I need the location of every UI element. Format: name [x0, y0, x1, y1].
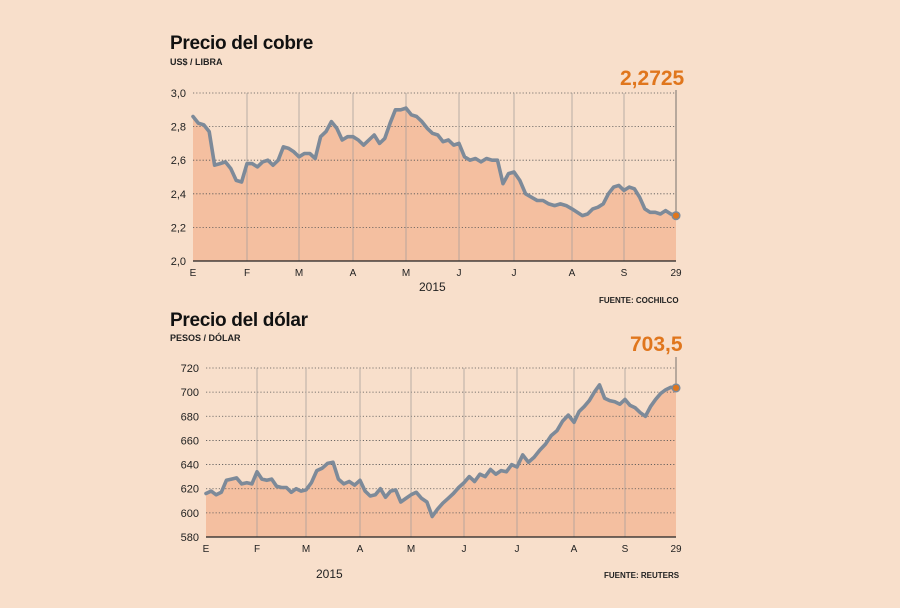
dollar-source: FUENTE: REUTERS [604, 571, 680, 580]
dollar-y-tick-label: 580 [181, 532, 199, 544]
dollar-y-tick-label: 680 [181, 411, 199, 423]
copper-area-fill [193, 108, 676, 261]
dollar-y-tick-label: 700 [181, 387, 199, 399]
copper-last-point-marker [671, 211, 681, 221]
copper-price-chart: 2,0 2,2 2,4 2,6 2,8 3,0 E F M A M J J A S 29 [171, 88, 682, 279]
copper-y-tick-label: 2,0 [171, 256, 186, 268]
dollar-x-tick-label: E [203, 544, 210, 555]
copper-x-tick-label: E [190, 268, 197, 279]
copper-y-tick-label: 2,6 [171, 155, 186, 167]
dollar-x-tick-label: M [407, 544, 415, 555]
copper-year-label: 2015 [419, 280, 446, 294]
dollar-y-tick-label: 720 [181, 363, 199, 375]
copper-x-tick-label: J [512, 268, 517, 279]
dollar-x-tick-label: F [254, 544, 260, 555]
copper-x-tick-label: F [244, 268, 250, 279]
copper-x-tick-label: A [350, 268, 357, 279]
copper-x-tick-label: M [295, 268, 303, 279]
dollar-y-tick-label: 640 [181, 460, 199, 472]
copper-chart-units: US$ / LIBRA [170, 57, 223, 67]
dollar-y-tick-label: 600 [181, 508, 199, 520]
dollar-series-line [204, 383, 678, 519]
dollar-x-tick-label: S [622, 544, 629, 555]
copper-x-tick-label: J [457, 268, 462, 279]
copper-chart-title: Precio del cobre [170, 33, 314, 54]
dollar-area-fill [206, 384, 676, 537]
copper-series-line [191, 106, 678, 218]
dollar-x-tick-label: M [302, 544, 310, 555]
dollar-y-tick-label: 660 [181, 435, 199, 447]
dollar-chart-title: Precio del dólar [170, 310, 308, 331]
dollar-x-tick-label: A [571, 544, 578, 555]
copper-x-tick-label: M [402, 268, 410, 279]
dollar-last-point-marker [671, 383, 681, 393]
copper-y-tick-label: 2,4 [171, 189, 186, 201]
dollar-y-tick-label: 620 [181, 484, 199, 496]
copper-y-tick-label: 2,2 [171, 222, 186, 234]
dollar-x-tick-label: A [357, 544, 364, 555]
copper-source: FUENTE: COCHILCO [599, 296, 679, 305]
dollar-x-tick-label: J [515, 544, 520, 555]
copper-y-tick-label: 3,0 [171, 88, 186, 100]
dollar-x-tick-label: J [462, 544, 467, 555]
dollar-x-tick-label: 29 [670, 544, 682, 555]
copper-y-tick-label: 2,8 [171, 122, 186, 134]
copper-x-tick-label: 29 [670, 268, 682, 279]
copper-x-tick-label: A [569, 268, 576, 279]
dollar-chart-units: PESOS / DÓLAR [170, 333, 241, 343]
copper-x-tick-label: S [621, 268, 628, 279]
dollar-last-value: 703,5 [630, 333, 683, 356]
copper-last-value: 2,2725 [620, 67, 685, 90]
dollar-year-label: 2015 [316, 567, 343, 581]
